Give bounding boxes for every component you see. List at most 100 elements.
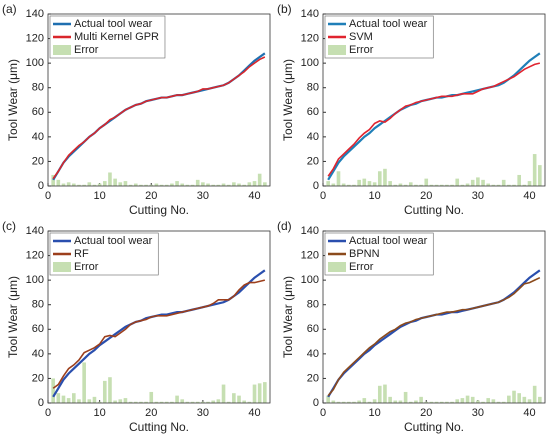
error-bar [507, 184, 511, 186]
error-bar [517, 393, 521, 403]
error-bar [388, 396, 392, 403]
error-bar [149, 391, 154, 403]
error-bar [201, 182, 205, 186]
error-bar [97, 183, 102, 186]
panel: (d)Tool Wear (μm)Cutting No.020406080100… [277, 219, 546, 434]
y-tick-label: 100 [301, 274, 319, 286]
x-tick-label: 40 [248, 190, 260, 202]
error-bar [388, 181, 392, 186]
legend-label: Error [349, 44, 374, 56]
error-bar [522, 184, 527, 186]
error-bar [257, 383, 262, 403]
error-bar [445, 401, 449, 403]
error-bar [527, 181, 532, 186]
error-bar [175, 395, 179, 403]
error-bar [247, 182, 252, 186]
error-bar [377, 385, 382, 403]
y-tick-label: 80 [307, 82, 319, 94]
legend-label: RF [74, 248, 89, 260]
error-bar [512, 390, 516, 403]
error-bar [82, 184, 86, 186]
error-bar [450, 184, 454, 186]
error-bar [383, 384, 387, 403]
error-bar [455, 399, 460, 403]
error-bar [527, 399, 532, 403]
error-bar [252, 384, 257, 403]
x-tick-label: 10 [94, 190, 106, 202]
x-tick-label: 20 [420, 407, 432, 419]
error-bar [352, 184, 356, 186]
y-tick-label: 0 [313, 397, 319, 409]
error-bar [326, 181, 330, 186]
panel-label: (b) [277, 2, 292, 16]
y-tick-label: 0 [38, 397, 44, 409]
error-bar [347, 401, 351, 403]
error-bar [123, 398, 128, 403]
x-tick-label: 20 [420, 190, 432, 202]
error-bar [414, 400, 418, 403]
error-bar [460, 398, 465, 403]
error-bar [92, 396, 97, 403]
error-bar [429, 401, 434, 403]
x-tick-label: 10 [94, 407, 106, 419]
y-tick-label: 40 [32, 131, 44, 143]
error-bar [190, 184, 195, 186]
error-bar [512, 184, 516, 186]
panel-label: (c) [2, 219, 16, 233]
x-tick-label: 20 [145, 407, 157, 419]
error-bar [180, 183, 185, 186]
error-bar [206, 401, 210, 403]
error-bar [221, 183, 226, 186]
y-tick-label: 140 [26, 225, 44, 237]
x-tick-label: 40 [523, 190, 535, 202]
error-bar [51, 378, 55, 403]
error-bar [185, 401, 190, 403]
error-bar [195, 401, 200, 403]
error-bar [128, 184, 133, 186]
x-axis-label: Cutting No. [129, 420, 189, 434]
error-bar [419, 396, 423, 403]
legend-label: Error [74, 44, 99, 56]
error-bar [159, 184, 164, 186]
error-bar [247, 401, 252, 403]
error-bar [372, 399, 377, 403]
error-bar [357, 400, 361, 403]
error-bar [139, 401, 143, 403]
panel-label: (d) [277, 219, 292, 233]
error-bar [414, 184, 418, 186]
legend-swatch [328, 262, 346, 272]
error-bar [154, 401, 159, 403]
legend-label: BPNN [349, 248, 380, 260]
error-bar [102, 181, 107, 186]
panel: (b)Tool Wear (μm)Cutting No.020406080100… [277, 2, 546, 217]
x-tick-label: 30 [472, 190, 484, 202]
error-bar [61, 183, 66, 186]
x-tick-label: 40 [248, 407, 260, 419]
error-bar [532, 385, 537, 403]
x-tick-label: 10 [369, 407, 381, 419]
legend-label: Actual tool wear [349, 18, 428, 30]
error-bar [393, 184, 398, 186]
error-bar [216, 399, 221, 403]
error-bar [362, 398, 367, 403]
error-bar [357, 179, 361, 186]
x-tick-label: 30 [472, 407, 484, 419]
y-axis-label: Tool Wear (μm) [6, 59, 20, 141]
error-bar [51, 174, 55, 186]
y-tick-label: 40 [307, 131, 319, 143]
legend-label: Multi Kernel GPR [74, 31, 159, 43]
error-bar [263, 182, 267, 186]
error-bar [377, 171, 382, 186]
error-bar [522, 396, 527, 403]
error-bar [128, 401, 133, 403]
error-bar [367, 181, 372, 186]
error-bar [159, 401, 164, 403]
x-tick-label: 30 [197, 190, 209, 202]
error-bar [154, 183, 159, 186]
error-bar [507, 395, 511, 403]
x-axis-label: Cutting No. [404, 203, 464, 217]
error-bar [92, 184, 97, 186]
error-bar [470, 179, 475, 186]
error-bar [221, 384, 226, 403]
error-bar [445, 184, 449, 186]
